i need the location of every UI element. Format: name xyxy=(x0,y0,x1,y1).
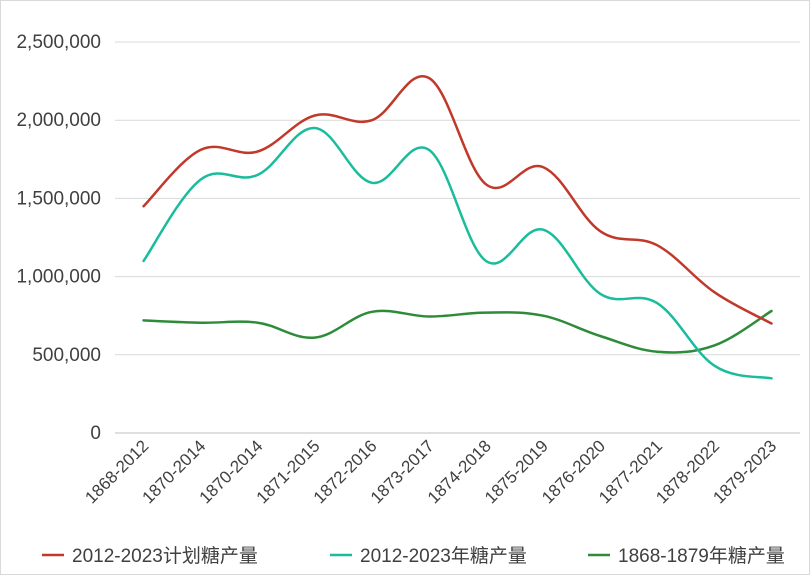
legend-label-2: 2012-2023年糖产量 xyxy=(360,545,527,567)
legend-label-3: 1868-1879年糖产量 xyxy=(618,545,785,567)
series-line-2 xyxy=(142,126,773,380)
y-tick-label: 500,000 xyxy=(32,345,101,366)
y-tick-label: 2,000,000 xyxy=(16,110,101,131)
series-line-1 xyxy=(142,74,773,325)
legend-label-1: 2012-2023计划糖产量 xyxy=(72,545,258,567)
y-tick-label: 1,500,000 xyxy=(16,188,101,209)
y-tick-label: 0 xyxy=(90,423,101,444)
series-line-3 xyxy=(142,309,773,354)
y-tick-label: 2,500,000 xyxy=(16,32,101,53)
y-tick-label: 1,000,000 xyxy=(16,267,101,288)
